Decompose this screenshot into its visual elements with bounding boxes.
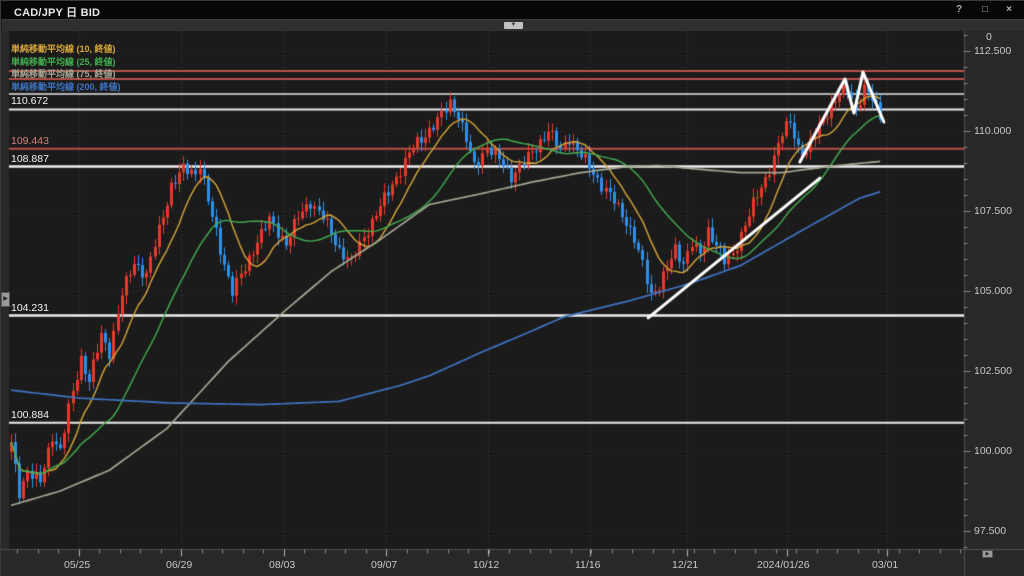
price-level-label: 108.887 [11,152,49,165]
price-chart-canvas[interactable] [1,31,1024,576]
y-axis-tick-label: 102.500 [974,365,1012,377]
x-axis-clipped-label: 0 [986,31,992,43]
x-axis-tick-label: 2024/01/26 [757,559,810,571]
x-axis-tick-label: 12/21 [672,559,699,571]
legend-item-ma200[interactable]: 単純移動平均線 (200, 終値) [11,81,121,92]
legend-item-ma10[interactable]: 単純移動平均線 (10, 終値) [11,44,116,54]
x-axis-tick-label: 11/16 [575,559,601,571]
x-axis-tick-label: 03/01 [872,559,899,571]
y-axis-tick-label: 107.500 [974,205,1012,217]
scroll-right-button[interactable]: ▶ [982,550,993,558]
price-level-label: 104.231 [11,301,49,314]
y-axis-tick-label: 105.000 [974,285,1012,297]
x-axis-tick-label: 06/29 [166,559,193,571]
maximize-icon[interactable]: □ [981,4,989,15]
x-axis-tick-label: 05/25 [64,559,91,571]
chart-area: 単純移動平均線 (10, 終値) 単純移動平均線 (25, 終値) 単純移動平均線 … [1,31,1024,576]
price-level-label: 110.672 [11,95,49,108]
legend-item-ma25[interactable]: 単純移動平均線 (25, 終値) [11,56,116,67]
y-axis-tick-label: 100.000 [974,445,1012,457]
legend-item-ma75[interactable]: 単純移動平均線 (75, 終値) [11,69,116,79]
help-icon[interactable]: ? [955,4,963,15]
x-axis-tick-label: 08/03 [269,559,296,571]
window-title: CAD/JPY 日 BID [14,7,101,19]
sidebar-expander-button[interactable]: ▶ [1,292,10,307]
x-axis-tick-label: 10/12 [473,559,500,571]
title-bar: CAD/JPY 日 BID ? □ × [1,1,1024,20]
y-axis-tick-label: 110.000 [974,125,1012,137]
x-axis-tick-label: 09/07 [371,559,398,571]
y-axis-tick-label: 97.500 [974,525,1007,537]
price-level-label: 100.884 [11,408,49,421]
close-icon[interactable]: × [1006,4,1012,15]
panel-collapse-button[interactable]: ▼ [504,22,523,29]
y-axis-tick-label: 112.500 [974,45,1012,57]
price-level-label: 109.443 [11,134,49,147]
